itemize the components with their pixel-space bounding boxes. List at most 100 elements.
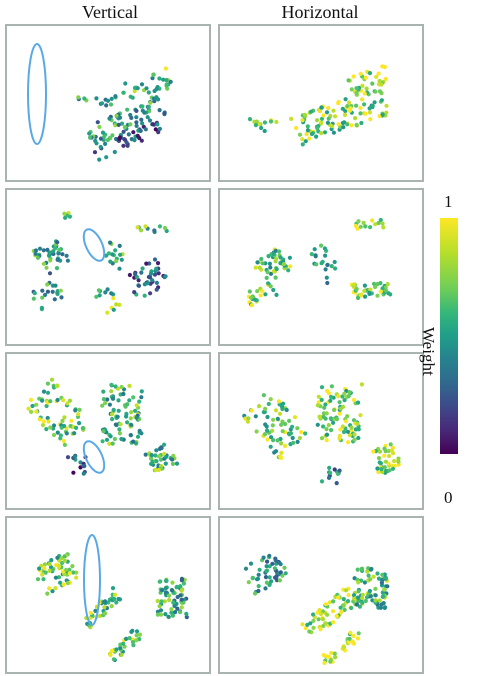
point xyxy=(343,588,349,593)
point xyxy=(269,579,274,584)
point xyxy=(44,265,49,270)
point xyxy=(158,457,164,462)
scatter-panel-vertical-1 xyxy=(5,24,211,182)
point xyxy=(329,384,334,389)
point xyxy=(162,442,167,447)
point xyxy=(368,577,373,582)
point xyxy=(284,407,289,413)
point xyxy=(254,119,259,124)
point xyxy=(140,266,145,271)
point xyxy=(39,305,45,310)
point xyxy=(135,434,141,439)
point xyxy=(102,605,107,610)
point xyxy=(259,125,264,131)
point xyxy=(169,588,175,593)
point xyxy=(329,124,335,129)
point xyxy=(371,574,376,579)
point xyxy=(279,450,284,455)
point xyxy=(55,555,60,560)
point xyxy=(324,110,330,115)
point xyxy=(362,91,367,96)
point xyxy=(380,594,386,599)
point xyxy=(34,409,39,414)
point xyxy=(390,466,396,471)
point xyxy=(147,118,153,123)
point xyxy=(266,254,271,259)
point xyxy=(333,655,338,660)
point xyxy=(77,421,82,426)
point xyxy=(102,134,107,139)
point xyxy=(376,456,382,461)
point xyxy=(128,122,133,127)
point xyxy=(373,222,378,227)
point xyxy=(101,397,106,402)
point xyxy=(110,417,115,422)
point xyxy=(121,90,126,95)
point xyxy=(159,445,164,451)
point xyxy=(264,580,269,585)
point xyxy=(56,575,62,580)
point xyxy=(140,104,145,109)
point xyxy=(108,652,113,658)
point xyxy=(324,275,329,280)
point xyxy=(303,139,308,144)
point xyxy=(149,453,154,458)
point xyxy=(359,382,364,387)
point xyxy=(385,282,390,287)
point xyxy=(255,260,260,265)
point xyxy=(329,264,334,269)
point xyxy=(336,394,341,399)
point xyxy=(355,567,360,572)
point xyxy=(103,401,108,406)
point xyxy=(309,131,315,137)
point xyxy=(126,132,131,137)
point xyxy=(380,572,385,577)
point xyxy=(349,87,354,92)
point xyxy=(352,437,357,442)
point xyxy=(377,449,383,454)
point xyxy=(373,593,378,598)
point xyxy=(253,265,258,270)
point xyxy=(74,570,79,575)
point xyxy=(315,118,320,123)
point xyxy=(48,425,53,430)
point xyxy=(113,94,118,99)
point xyxy=(300,142,305,147)
point xyxy=(316,394,321,399)
point xyxy=(263,422,268,427)
point xyxy=(268,284,273,289)
point xyxy=(290,435,295,441)
point xyxy=(129,422,134,427)
point xyxy=(103,599,108,604)
point xyxy=(341,429,347,435)
point xyxy=(152,228,157,233)
point xyxy=(373,586,378,591)
point xyxy=(257,265,262,270)
point xyxy=(43,292,48,297)
scatter-plot xyxy=(247,64,389,147)
point xyxy=(360,600,365,605)
point xyxy=(94,141,99,146)
point xyxy=(156,454,162,459)
point xyxy=(157,224,162,229)
point xyxy=(161,77,166,82)
point xyxy=(283,571,288,576)
point xyxy=(28,397,34,402)
point xyxy=(62,554,67,559)
point xyxy=(179,605,184,610)
point xyxy=(34,402,39,407)
point xyxy=(353,427,358,432)
point xyxy=(139,389,144,394)
point xyxy=(368,117,373,122)
point xyxy=(121,391,126,397)
point xyxy=(253,123,258,128)
point xyxy=(127,272,132,278)
point xyxy=(257,567,262,572)
point xyxy=(381,601,386,606)
point xyxy=(49,558,54,563)
point xyxy=(256,588,261,594)
point xyxy=(157,126,162,131)
point xyxy=(319,120,324,125)
point xyxy=(123,81,128,86)
point xyxy=(266,401,271,407)
